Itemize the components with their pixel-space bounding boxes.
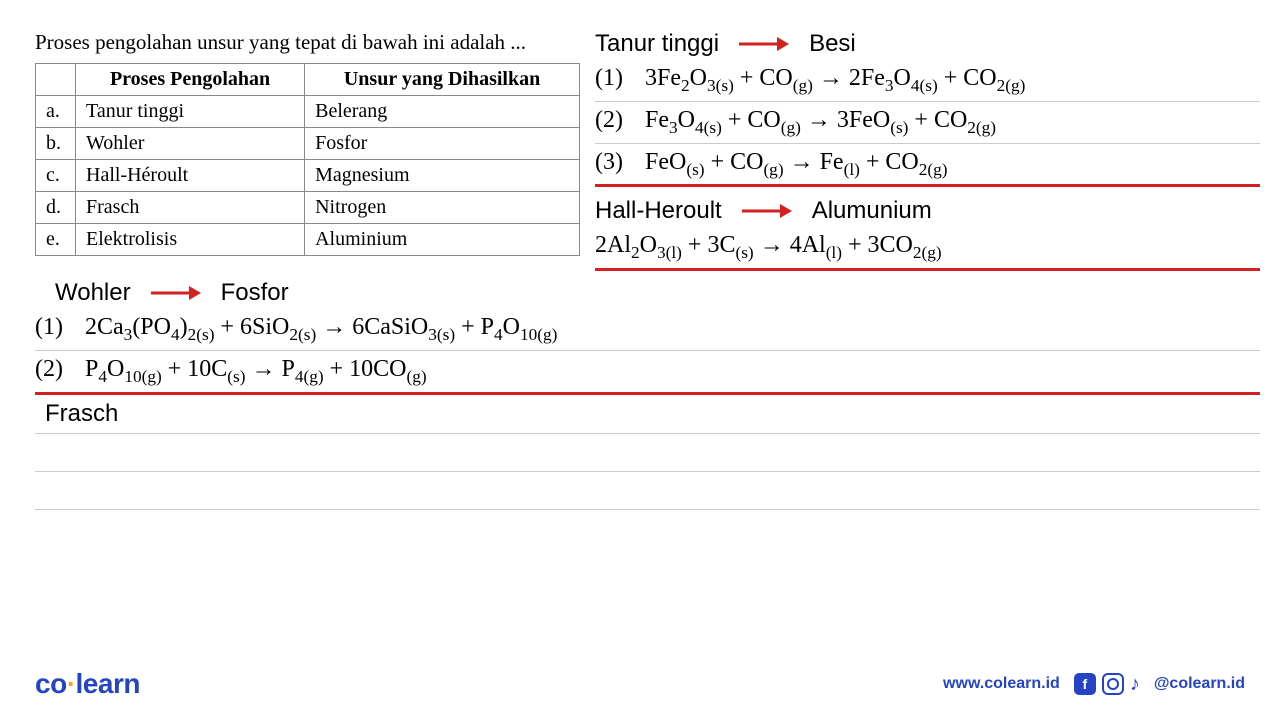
equation-text: P4O10(g) + 10C(s) → P4(g) + 10CO(g) [85,356,427,387]
equation-row: (2) Fe3O4(s) + CO(g) → 3FeO(s) + CO2(g) [595,102,1260,144]
table-row: e.ElektrolisisAluminium [36,224,580,256]
table-cell: Belerang [305,96,580,128]
equation-row: (1) 2Ca3(PO4)2(s) + 6SiO2(s) → 6CaSiO3(s)… [35,309,1260,351]
ruled-line [35,434,1260,472]
table-row: c.Hall-HéroultMagnesium [36,160,580,192]
table-row: a.Tanur tinggiBelerang [36,96,580,128]
wohler-equations: (1) 2Ca3(PO4)2(s) + 6SiO2(s) → 6CaSiO3(s)… [35,309,1260,395]
table-cell: Fosfor [305,128,580,160]
wohler-heading: Wohler Fosfor [35,279,1260,307]
social-handle: @colearn.id [1154,675,1245,693]
footer: co·learn www.colearn.id f ♪ @colearn.id [0,668,1280,700]
th-process: Proses Pengolahan [76,64,305,96]
th-blank [36,64,76,96]
logo-learn: learn [76,668,140,699]
equation-text: 2Al2O3(l) + 3C(s) → 4Al(l) + 3CO2(g) [595,232,942,263]
table-row: d.FraschNitrogen [36,192,580,224]
tanur-title-left: Tanur tinggi [595,30,719,58]
tanur-equations: (1) 3Fe2O3(s) + CO(g) → 2Fe3O4(s) + CO2(g… [595,60,1260,187]
equation-number: (2) [595,107,631,138]
logo-dot: · [67,668,76,699]
table-cell: Tanur tinggi [76,96,305,128]
website-url: www.colearn.id [943,675,1060,693]
table-cell: Magnesium [305,160,580,192]
th-element: Unsur yang Dihasilkan [305,64,580,96]
equation-text: 2Ca3(PO4)2(s) + 6SiO2(s) → 6CaSiO3(s) + … [85,314,557,345]
table-cell: Frasch [76,192,305,224]
wohler-title-right: Fosfor [221,279,289,307]
equation-number: (1) [35,314,71,345]
equation-row: (3) FeO(s) + CO(g) → Fe(l) + CO2(g) [595,144,1260,188]
table-cell: Hall-Héroult [76,160,305,192]
hall-equation: 2Al2O3(l) + 3C(s) → 4Al(l) + 3CO2(g) [595,227,1260,271]
hall-title-right: Alumunium [812,197,932,225]
table-row: b.WohlerFosfor [36,128,580,160]
wohler-title-left: Wohler [55,279,131,307]
table-cell: Aluminium [305,224,580,256]
tiktok-icon: ♪ [1130,673,1140,696]
options-table: Proses Pengolahan Unsur yang Dihasilkan … [35,63,580,256]
instagram-icon [1102,673,1124,695]
table-cell: c. [36,160,76,192]
question-text: Proses pengolahan unsur yang tepat di ba… [35,30,580,55]
logo: co·learn [35,668,140,700]
table-cell: e. [36,224,76,256]
table-cell: Elektrolisis [76,224,305,256]
table-cell: Wohler [76,128,305,160]
table-cell: d. [36,192,76,224]
equation-number: (3) [595,149,631,180]
tanur-title-right: Besi [809,30,856,58]
social-icons: f ♪ [1074,673,1140,696]
table-cell: b. [36,128,76,160]
tanur-heading: Tanur tinggi Besi [595,30,1260,58]
frasch-title: Frasch [45,400,118,428]
equation-number: (2) [35,356,71,387]
equation-text: Fe3O4(s) + CO(g) → 3FeO(s) + CO2(g) [645,107,996,138]
hall-heading: Hall-Heroult Alumunium [595,197,1260,225]
equation-text: FeO(s) + CO(g) → Fe(l) + CO2(g) [645,149,948,180]
equation-row: (2) P4O10(g) + 10C(s) → P4(g) + 10CO(g) [35,351,1260,395]
logo-co: co [35,668,67,699]
hall-title-left: Hall-Heroult [595,197,722,225]
equation-number: (1) [595,65,631,96]
frasch-section: Frasch [35,395,1260,434]
equation-text: 3Fe2O3(s) + CO(g) → 2Fe3O4(s) + CO2(g) [645,65,1025,96]
table-cell: a. [36,96,76,128]
facebook-icon: f [1074,673,1096,695]
ruled-line [35,472,1260,510]
table-cell: Nitrogen [305,192,580,224]
equation-row: (1) 3Fe2O3(s) + CO(g) → 2Fe3O4(s) + CO2(g… [595,60,1260,102]
